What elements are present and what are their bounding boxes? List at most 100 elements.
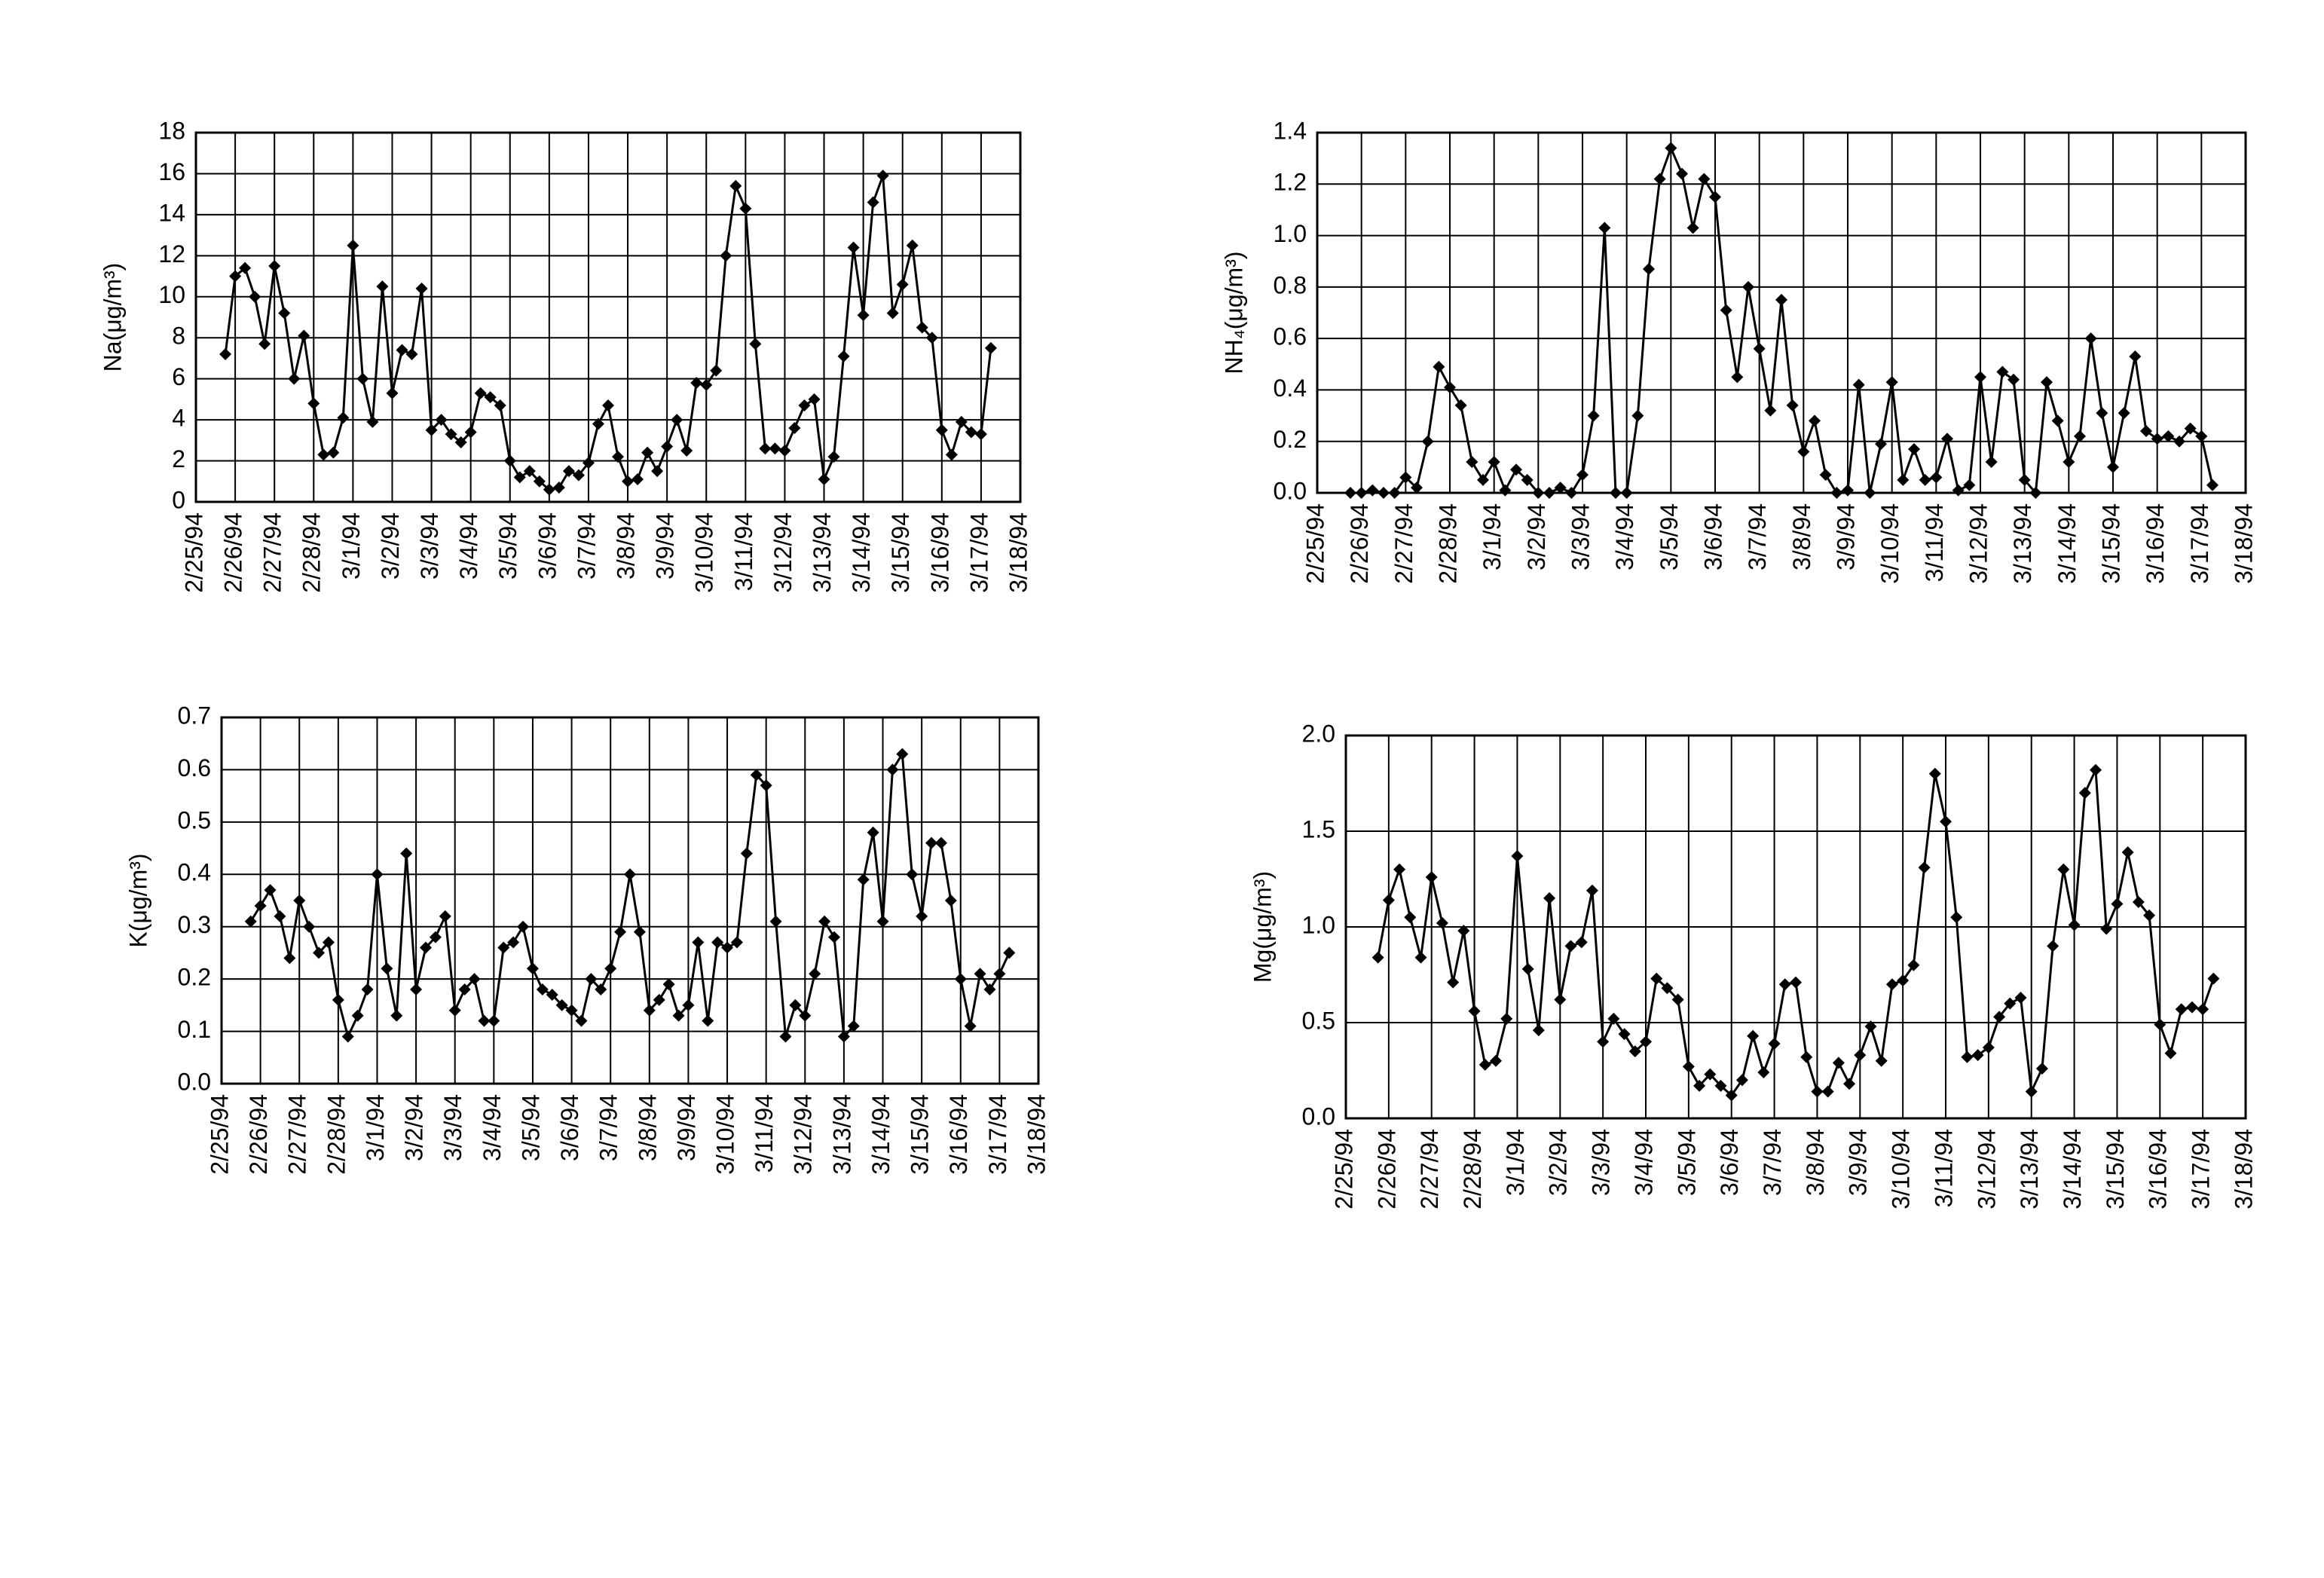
data-point: [592, 417, 604, 430]
y-axis-label: Na(μg/m³): [99, 263, 126, 372]
data-point: [448, 1004, 461, 1017]
y-tick-label: 4: [172, 405, 185, 432]
x-tick-label: 2/25/94: [1330, 1129, 1357, 1209]
y-tick-label: 0.5: [178, 806, 211, 833]
data-point: [1768, 1037, 1781, 1050]
data-point: [249, 290, 261, 303]
data-point: [2004, 997, 2017, 1010]
data-line: [1377, 769, 2215, 1097]
data-point: [572, 469, 585, 482]
data-point: [2195, 430, 2208, 442]
x-tick-label: 3/7/94: [1744, 503, 1771, 570]
data-point: [288, 372, 301, 385]
data-point: [1985, 456, 1998, 469]
x-tick-label: 2/26/94: [1346, 503, 1373, 584]
x-tick-label: 2/28/94: [1434, 503, 1461, 584]
y-tick-label: 0.7: [178, 702, 211, 729]
data-point: [313, 946, 326, 959]
data-point: [1885, 376, 1898, 389]
x-tick-label: 3/12/94: [1965, 503, 1992, 584]
data-point: [2008, 373, 2020, 386]
data-point: [582, 457, 595, 469]
x-tick-label: 3/4/94: [1611, 503, 1638, 570]
data-point: [1532, 487, 1545, 499]
data-point: [680, 444, 693, 457]
data-point: [1819, 469, 1832, 482]
data-point: [429, 931, 442, 943]
data-point: [565, 1004, 578, 1017]
data-point: [1543, 487, 1555, 499]
data-point: [692, 936, 705, 949]
data-point: [2107, 460, 2119, 473]
data-point: [818, 473, 830, 486]
data-point: [720, 249, 732, 262]
data-point: [415, 282, 428, 295]
data-point: [317, 448, 330, 461]
data-point: [1433, 360, 1445, 373]
y-tick-label: 0.8: [1274, 271, 1307, 298]
data-point: [1698, 173, 1711, 185]
data-point: [2074, 430, 2086, 442]
x-tick-label: 3/15/94: [907, 1094, 934, 1175]
data-point: [1490, 1054, 1502, 1067]
data-point: [546, 988, 558, 1001]
data-point: [1598, 222, 1611, 234]
data-point: [896, 748, 909, 760]
data-point: [1918, 861, 1931, 874]
data-point: [219, 348, 232, 360]
data-point: [661, 440, 674, 453]
data-point: [376, 280, 389, 293]
data-point: [1454, 399, 1467, 411]
data-point: [925, 836, 938, 849]
x-tick-label: 2/27/94: [1416, 1129, 1443, 1209]
data-point: [612, 451, 625, 463]
data-point: [964, 1020, 977, 1032]
data-point: [886, 307, 899, 320]
data-point: [916, 910, 928, 922]
data-point: [533, 475, 546, 488]
data-point: [1587, 409, 1600, 422]
data-point: [1709, 191, 1721, 203]
data-point: [381, 962, 393, 975]
y-tick-label: 18: [158, 117, 185, 144]
data-point: [1447, 976, 1460, 989]
x-tick-label: 3/17/94: [2188, 1129, 2215, 1209]
x-tick-label: 3/12/94: [1973, 1129, 2000, 1209]
data-point: [1597, 1035, 1610, 1048]
x-tick-label: 3/18/94: [2230, 1129, 2257, 1209]
x-tick-label: 3/14/94: [848, 512, 875, 593]
data-point: [1488, 456, 1500, 469]
data-point: [268, 259, 281, 272]
x-tick-label: 3/13/94: [2016, 1129, 2043, 1209]
x-tick-label: 3/14/94: [2053, 503, 2081, 584]
data-point: [2151, 433, 2163, 445]
data-point: [1735, 1074, 1748, 1087]
y-tick-label: 1.0: [1274, 220, 1307, 247]
data-point: [1411, 482, 1423, 494]
x-tick-label: 3/1/94: [362, 1094, 389, 1161]
data-line: [224, 175, 992, 491]
data-point: [536, 983, 549, 996]
x-tick-label: 3/16/94: [2145, 1129, 2172, 1209]
data-point: [1499, 484, 1512, 497]
data-point: [779, 1030, 792, 1043]
data-point: [425, 424, 438, 436]
data-point: [1742, 280, 1754, 293]
x-tick-label: 2/25/94: [180, 512, 207, 593]
y-tick-label: 1.4: [1274, 117, 1307, 144]
data-point: [1543, 891, 1556, 904]
x-tick-label: 3/16/94: [926, 512, 953, 593]
data-point: [1650, 972, 1663, 985]
data-point: [517, 920, 530, 933]
data-point: [332, 993, 344, 1006]
data-point: [1996, 365, 2009, 378]
data-point: [857, 309, 870, 322]
data-point: [662, 978, 675, 991]
data-point: [955, 415, 968, 428]
data-point: [322, 936, 335, 949]
data-point: [1852, 378, 1865, 391]
data-point: [993, 968, 1006, 980]
data-point: [671, 414, 683, 427]
data-point: [361, 983, 374, 996]
data-point: [740, 847, 753, 860]
